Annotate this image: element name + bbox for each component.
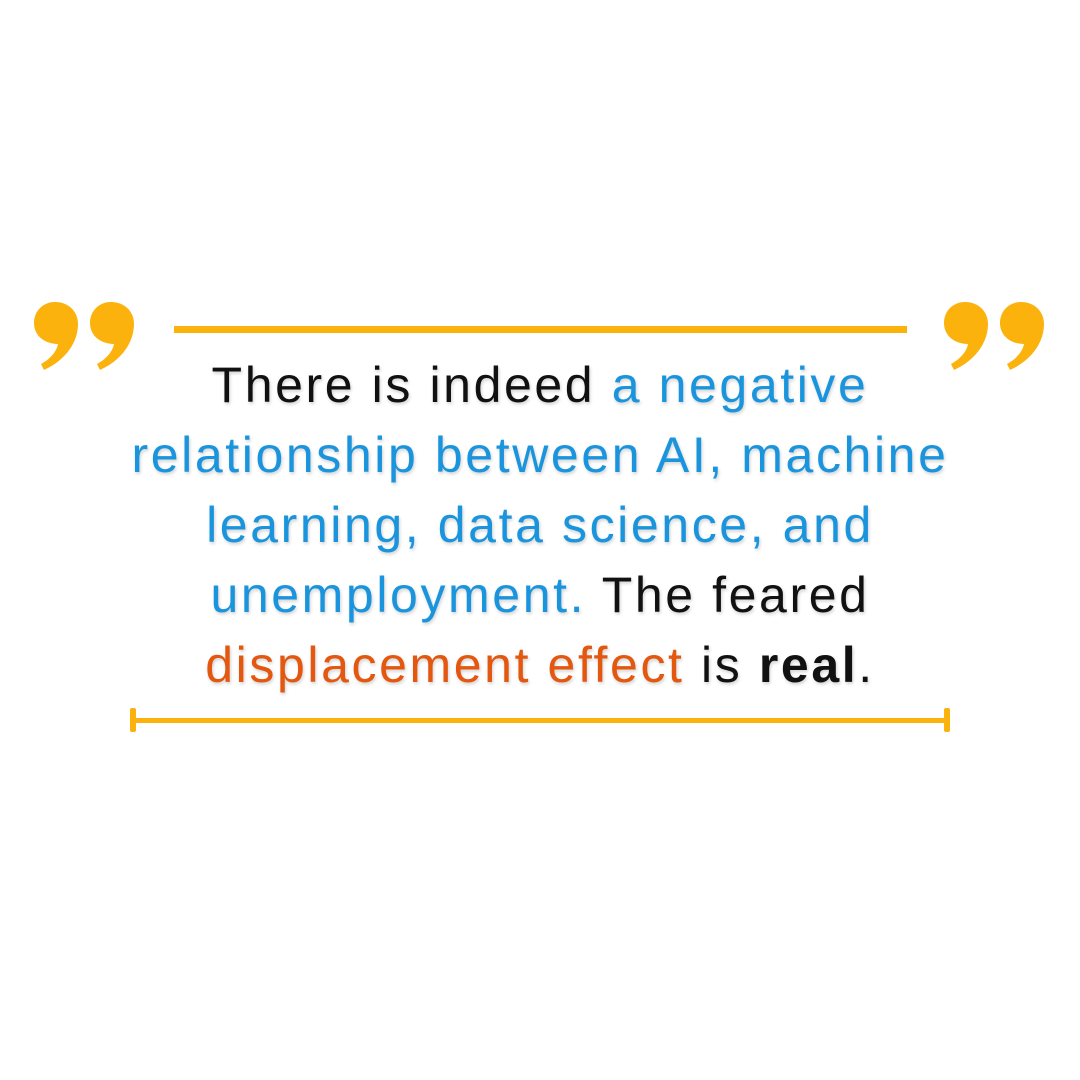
bottom-divider — [130, 708, 950, 732]
quote-segment: . — [858, 637, 875, 693]
quote-line: There is indeed a negative — [60, 350, 1020, 420]
top-divider — [174, 326, 907, 333]
quote-segment: There is indeed — [211, 357, 612, 413]
quote-highlight-orange: displacement effect — [205, 637, 685, 693]
quote-line: relationship between AI, machine — [60, 420, 1020, 490]
quote-line: unemployment. The feared — [60, 560, 1020, 630]
open-quote-icon — [34, 302, 134, 370]
quote-emphasis: real — [758, 637, 859, 693]
quote-segment: The feared — [586, 567, 870, 623]
close-quote-icon — [944, 302, 1044, 370]
quote-line: displacement effect is real. — [60, 630, 1020, 700]
quote-highlight-blue: relationship between AI, machine — [131, 427, 949, 483]
quote-line: learning, data science, and — [60, 490, 1020, 560]
quote-segment: is — [684, 637, 759, 693]
quote-highlight-blue: unemployment. — [210, 567, 587, 623]
quote-text: There is indeed a negative relationship … — [60, 350, 1020, 700]
quote-highlight-blue: a negative — [611, 357, 869, 413]
quote-highlight-blue: learning, data science, and — [206, 497, 874, 553]
